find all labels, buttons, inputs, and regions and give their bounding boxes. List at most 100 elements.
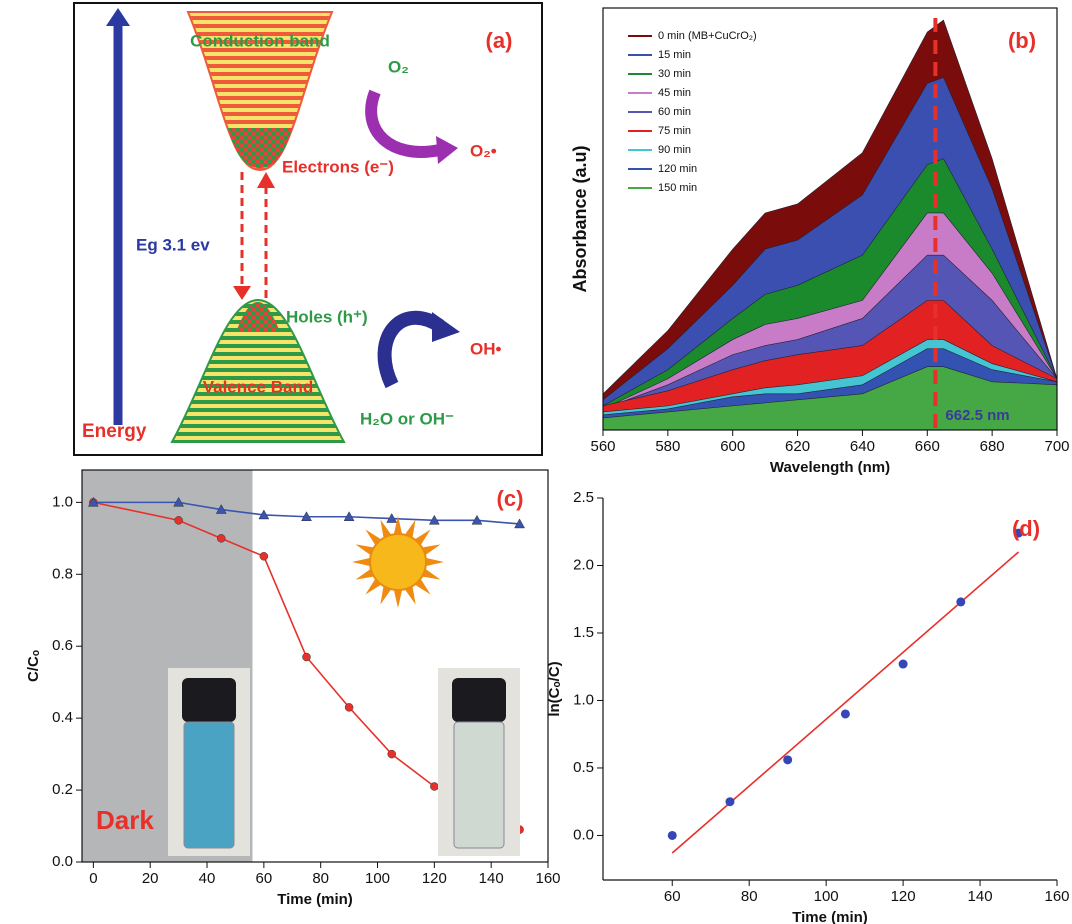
legend-label: 120 min [658,163,697,175]
x-tick-label: 100 [814,888,839,905]
annotation: 662.5 nm [945,407,1009,424]
legend-label: 75 min [658,125,691,137]
point [430,782,439,791]
x-tick-label: 600 [720,438,745,455]
sun-ray [393,589,403,608]
chart: Dark 0 20 40 60 80 100 120 140 160 0.0 0.2 0.4 0.6 0.8… [25,469,561,908]
x-tick-label: 660 [915,438,940,455]
label: Energy [82,421,147,442]
sun-ray [404,585,416,605]
point [258,509,270,520]
arrow-head [106,8,130,26]
x-tick-label: 160 [535,870,560,887]
point [259,552,269,561]
legend-label: 45 min [658,87,691,99]
sun-ray [414,529,431,546]
vial-glass [183,721,235,849]
y-tick-label: 0.6 [52,637,73,654]
sun [369,533,427,591]
plot-frame [602,7,1058,431]
legend-label: 150 min [658,182,697,194]
x-axis-label: Wavelength (nm) [770,459,890,476]
x-tick-label: 160 [1044,888,1069,905]
legend-label: 90 min [658,144,691,156]
label: O₂• [470,141,497,160]
y-tick-label: 0.8 [52,565,73,582]
point [428,514,440,525]
x-tick-label: 20 [142,870,159,887]
x-tick-label: 60 [664,888,681,905]
sun-ray [425,557,444,567]
x-tick-label: 100 [365,870,390,887]
y-tick-label: 0.0 [52,853,73,870]
sun-ray [380,585,392,605]
x-tick-label: 80 [312,870,329,887]
x-tick-label: 640 [850,438,875,455]
point [87,496,99,507]
y-tick-label: 1.0 [52,493,73,510]
sun-ray [421,568,441,580]
sun-ray [414,578,431,595]
x-tick-label: 0 [89,870,97,887]
water-arrow [377,310,444,389]
sun-ray [352,557,371,567]
conduction-band [186,11,334,172]
point [514,518,526,529]
x-tick-label: 680 [980,438,1005,455]
annotation: Dark [96,805,154,835]
sun-ray [365,578,382,595]
label: Eg 3.1 ev [136,235,210,254]
legend-label: 30 min [658,68,691,80]
x-tick-label: 40 [199,870,216,887]
arrow-head [432,312,460,342]
x-tick-label: 620 [785,438,810,455]
point [173,496,185,507]
legend-label: 0 min (MB+CuCrO₂) [658,30,757,42]
chart: 60 80 100 120 140 160 0.0 0.5 1.0 1.5 2.0 2.5 Time (… [546,489,1070,924]
point [387,749,396,759]
label: Valence Band [203,377,314,396]
electrons [228,128,292,168]
panel-label: (b) [1008,28,1036,53]
point [343,511,355,522]
point [344,703,354,712]
label: Electrons (e⁻) [282,157,394,176]
y-tick-label: 2.0 [573,556,594,573]
point [956,597,966,607]
x-tick-label: 700 [1044,438,1069,455]
point [667,830,677,840]
label: OH• [470,339,502,358]
x-tick-label: 120 [891,888,916,905]
point [725,797,735,807]
panel-a: Conduction band (a) O₂ O₂• Electrons (e⁻… [73,2,543,456]
label: O₂ [388,57,409,76]
point [471,514,483,525]
y-tick-label: 1.5 [573,624,594,641]
legend-label: 15 min [658,49,691,61]
point [216,534,226,543]
vial-cap [182,678,236,722]
y-tick-label: 0.4 [52,709,73,726]
point [840,709,850,719]
point [215,504,227,514]
x-axis-label: Time (min) [277,891,353,908]
point [302,652,311,662]
sun-ray [393,516,403,535]
x-tick-label: 140 [968,888,993,905]
arrow-head [257,172,275,188]
point [386,513,398,523]
x-tick-label: 580 [655,438,680,455]
sun-ray [355,568,375,580]
point [301,511,312,522]
vial-glass [453,721,505,849]
holes [236,302,280,332]
point [174,516,183,525]
fit-line [671,551,1020,854]
sun-ray [355,544,375,556]
x-tick-label: 120 [422,870,447,887]
x-tick-label: 80 [741,888,758,905]
x-tick-label: 560 [590,438,615,455]
y-axis-label: C/Cₒ [25,650,42,682]
legend-label: 60 min [658,106,691,118]
